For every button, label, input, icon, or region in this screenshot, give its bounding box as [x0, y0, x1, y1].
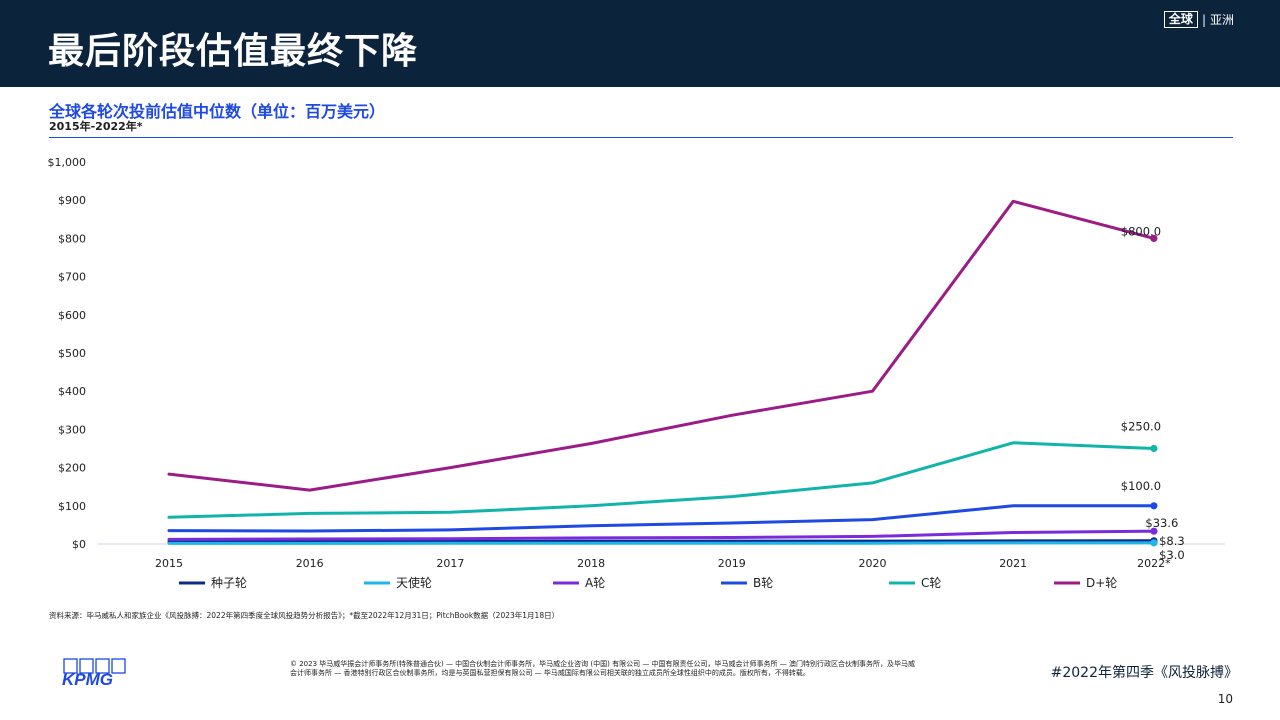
data-label: $33.6	[1145, 516, 1178, 530]
series-end-point	[1150, 502, 1158, 510]
data-label: $8.3	[1159, 534, 1185, 548]
publication-name: #2022年第四季《风投脉搏》	[1050, 665, 1238, 681]
y-tick-label: $0	[72, 538, 86, 551]
x-tick-label: 2018	[577, 557, 605, 570]
kpmg-logo: KPMG	[62, 658, 126, 688]
x-tick-label: 2021	[999, 557, 1027, 570]
series-line	[167, 539, 1156, 544]
series-line	[167, 541, 1156, 545]
page-number: 10	[1217, 692, 1233, 706]
series-end-point	[1150, 539, 1158, 547]
x-tick-label: 2022*	[1137, 557, 1171, 570]
x-tick-label: 2019	[718, 557, 746, 570]
y-tick-label: $100	[58, 500, 86, 513]
legend-label: 种子轮	[211, 576, 247, 590]
y-tick-label: $1,000	[48, 156, 87, 169]
header-bar: 最后阶段估值最终下降 全球 | 亚洲	[0, 0, 1280, 87]
series-end-point	[1150, 234, 1158, 242]
x-tick-label: 2020	[859, 557, 887, 570]
legend-label: A轮	[585, 576, 605, 590]
x-tick-label: 2017	[436, 557, 464, 570]
x-tick-label: 2015	[155, 557, 183, 570]
legend-label: B轮	[753, 576, 773, 590]
x-tick-label: 2016	[296, 557, 324, 570]
series-end-point	[1150, 444, 1158, 453]
y-tick-label: $300	[58, 423, 86, 436]
series-line	[167, 441, 1156, 519]
y-tick-label: $800	[58, 232, 86, 245]
y-tick-label: $200	[58, 462, 86, 475]
y-tick-label: $400	[58, 385, 86, 398]
series-line	[167, 199, 1156, 492]
chart-title: 全球各轮次投前估值中位数（单位：百万美元）	[49, 102, 386, 121]
series-end-point	[1150, 527, 1158, 535]
page-title: 最后阶段估值最终下降	[48, 31, 419, 72]
region-indicator: 全球 | 亚洲	[1163, 11, 1234, 28]
data-label: $250.0	[1121, 420, 1161, 434]
y-tick-label: $900	[58, 194, 86, 207]
y-tick-label: $500	[58, 347, 86, 360]
copyright-notice: © 2023 毕马威华振会计师事务所(特殊普通合伙) — 中国合伙制会计师事务所…	[290, 660, 915, 677]
title-divider	[49, 137, 1233, 138]
kpmg-logo-text: KPMG	[62, 670, 113, 688]
data-label: $800.0	[1121, 224, 1161, 238]
y-tick-label: $700	[58, 271, 86, 284]
data-label: $3.0	[1159, 548, 1185, 562]
legend-label: C轮	[921, 576, 941, 590]
series-line	[167, 504, 1156, 533]
chart-subtitle: 2015年-2022年*	[49, 120, 143, 133]
region-global-label: 全球	[1163, 11, 1198, 28]
series-line	[167, 529, 1156, 541]
region-asia-label: 亚洲	[1209, 13, 1234, 27]
source-note: 资料来源：毕马威私人和家族企业《风投脉搏：2022年第四季度全球风投趋势分析报告…	[49, 611, 560, 620]
legend-label: 天使轮	[396, 575, 432, 590]
line-chart: $0 $100 $200 $300 $400 $500 $600 $700 $800 $900 $1…	[48, 156, 1225, 590]
y-tick-label: $600	[58, 309, 86, 322]
region-separator: |	[1201, 12, 1206, 27]
legend-label: D+轮	[1086, 576, 1117, 590]
data-label: $100.0	[1121, 479, 1161, 493]
